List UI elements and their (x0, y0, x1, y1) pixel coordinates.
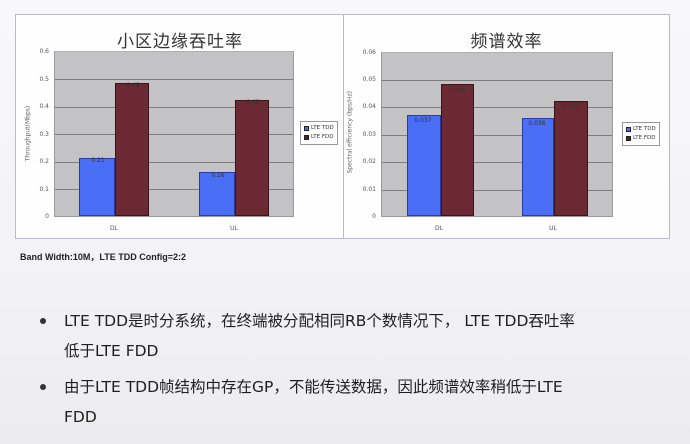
chart-panel-spectral-efficiency: 频谱效率 Spectral efficiency (bps/Hz) 0.06 0… (343, 14, 670, 239)
y-tick: 0.5 (39, 76, 49, 83)
bar-ul-lte-tdd (199, 172, 235, 216)
bar-dl-lte-fdd (115, 83, 149, 216)
legend-item-lte-tdd: LTE TDD (626, 125, 656, 134)
legend-item-lte-fdd: LTE FDD (304, 133, 334, 142)
chart-title: 频谱效率 (470, 32, 543, 52)
y-tick: 0.4 (39, 103, 49, 110)
y-tick: 0.06 (362, 49, 376, 56)
bullet-list: LTE TDD是时分系统，在终端被分配相同RB个数情况下， LTE TDD吞吐率… (36, 306, 676, 438)
bullet-dot-icon (40, 384, 46, 390)
bar-value-label: 0.037 (414, 117, 432, 124)
x-tick: DL (435, 225, 443, 232)
chart-title: 小区边缘吞吐率 (117, 32, 243, 52)
x-tick: UL (230, 225, 238, 232)
y-tick: 0.01 (362, 186, 376, 193)
y-tick: 0 (45, 213, 49, 220)
bar-value-label: 0.048 (448, 87, 466, 94)
y-tick: 0.02 (362, 158, 376, 165)
bar-value-label: 0.16 (211, 172, 225, 179)
bullet-item: 由于LTE TDD帧结构中存在GP，不能传送数据，因此频谱效率稍低于LTE FD… (36, 372, 676, 432)
y-tick: 0.03 (362, 131, 376, 138)
bar-dl-lte-tdd (79, 158, 115, 216)
legend-swatch-icon (304, 126, 309, 131)
y-tick: 0.04 (362, 103, 376, 110)
bullet-item: LTE TDD是时分系统，在终端被分配相同RB个数情况下， LTE TDD吞吐率… (36, 306, 676, 366)
bar-value-label: 0.042 (562, 103, 580, 110)
bar-value-label: 0.48 (126, 82, 140, 89)
plot-area (54, 51, 294, 217)
legend-item-lte-fdd: LTE FDD (626, 134, 656, 143)
chart-panel-cell-edge-throughput: 小区边缘吞吐率 Throughput(Mbps) 0.6 0.5 0.4 0.3… (15, 14, 345, 239)
bar-value-label: 0.42 (246, 99, 260, 106)
bar-dl-lte-tdd (407, 115, 441, 216)
y-tick: 0.6 (39, 48, 49, 55)
bar-value-label: 0.21 (91, 157, 105, 164)
legend-swatch-icon (304, 135, 309, 140)
bar-ul-lte-fdd (235, 100, 269, 216)
bar-ul-lte-fdd (554, 101, 588, 216)
y-tick: 0.2 (39, 158, 49, 165)
bar-dl-lte-fdd (441, 84, 474, 216)
bar-value-label: 0.036 (528, 120, 546, 127)
x-tick: DL (110, 225, 118, 232)
y-tick: 0.1 (39, 186, 49, 193)
legend-item-lte-tdd: LTE TDD (304, 124, 334, 133)
chart-legend: LTE TDD LTE FDD (300, 121, 338, 145)
y-tick: 0.05 (362, 76, 376, 83)
legend-swatch-icon (626, 127, 631, 132)
config-note: Band Width:10M，LTE TDD Config=2:2 (20, 252, 186, 262)
bullet-dot-icon (40, 318, 46, 324)
bar-ul-lte-tdd (522, 118, 554, 216)
chart-legend: LTE TDD LTE FDD (622, 122, 660, 146)
x-tick: UL (549, 225, 557, 232)
plot-area (381, 52, 613, 217)
y-tick: 0 (372, 213, 376, 220)
y-tick: 0.3 (39, 131, 49, 138)
legend-swatch-icon (626, 136, 631, 141)
